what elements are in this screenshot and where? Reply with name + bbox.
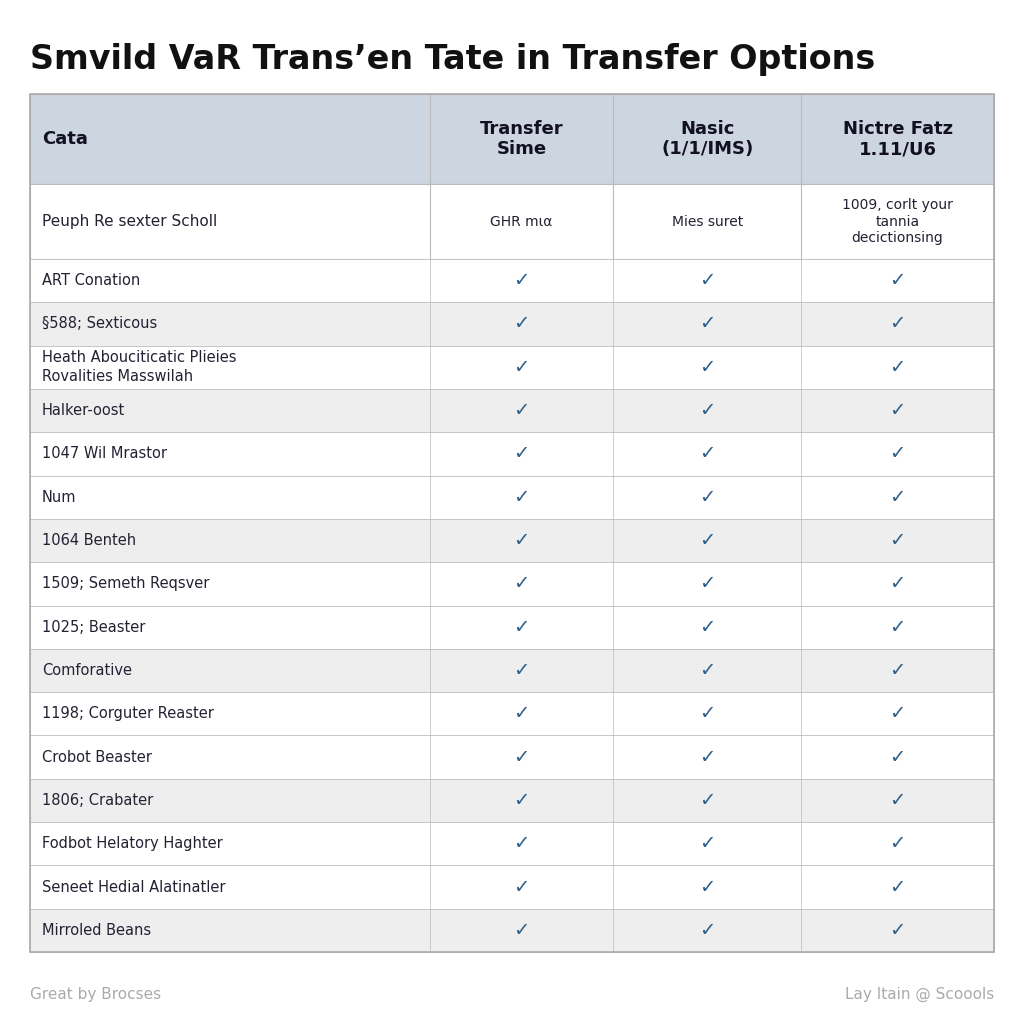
Text: Nasic
(1/1/IMS): Nasic (1/1/IMS) bbox=[662, 120, 754, 159]
Text: ✓: ✓ bbox=[890, 748, 906, 767]
Text: ✓: ✓ bbox=[513, 444, 529, 464]
Text: Comforative: Comforative bbox=[42, 663, 132, 678]
Text: Crobot Beaster: Crobot Beaster bbox=[42, 750, 152, 765]
Text: ✓: ✓ bbox=[890, 487, 906, 507]
Bar bbox=[30, 94, 994, 952]
Text: Great by Brocses: Great by Brocses bbox=[30, 986, 161, 1001]
Text: ✓: ✓ bbox=[513, 271, 529, 290]
Text: ✓: ✓ bbox=[513, 921, 529, 940]
Text: Transfer
Sime: Transfer Sime bbox=[480, 120, 563, 159]
Text: 1047 Wil Mrastor: 1047 Wil Mrastor bbox=[42, 446, 167, 462]
Bar bbox=[30, 346, 994, 389]
Text: ✓: ✓ bbox=[513, 401, 529, 420]
Text: ✓: ✓ bbox=[699, 791, 716, 810]
Text: GHR mια: GHR mια bbox=[490, 214, 553, 228]
Text: Mies suret: Mies suret bbox=[672, 214, 742, 228]
Text: ✓: ✓ bbox=[699, 271, 716, 290]
Text: ✓: ✓ bbox=[513, 835, 529, 853]
Bar bbox=[30, 519, 994, 562]
Text: ✓: ✓ bbox=[890, 705, 906, 723]
Bar bbox=[30, 778, 994, 822]
Text: ✓: ✓ bbox=[699, 835, 716, 853]
Text: Halker-oost: Halker-oost bbox=[42, 403, 125, 418]
Text: ✓: ✓ bbox=[699, 617, 716, 637]
Bar bbox=[30, 184, 994, 259]
Text: Lay Itain @ Scoools: Lay Itain @ Scoools bbox=[845, 986, 994, 1001]
Text: ✓: ✓ bbox=[513, 878, 529, 897]
Text: ✓: ✓ bbox=[699, 705, 716, 723]
Text: ✓: ✓ bbox=[513, 357, 529, 377]
Text: 1025; Beaster: 1025; Beaster bbox=[42, 620, 145, 635]
Text: ✓: ✓ bbox=[890, 791, 906, 810]
Text: ✓: ✓ bbox=[513, 617, 529, 637]
Text: ✓: ✓ bbox=[890, 574, 906, 593]
Text: ✓: ✓ bbox=[699, 401, 716, 420]
Text: 1064 Benteh: 1064 Benteh bbox=[42, 534, 136, 548]
Text: ✓: ✓ bbox=[890, 835, 906, 853]
Text: 1806; Crabater: 1806; Crabater bbox=[42, 793, 154, 808]
Text: Fodbot Helatory Haghter: Fodbot Helatory Haghter bbox=[42, 837, 223, 851]
Text: ✓: ✓ bbox=[699, 444, 716, 464]
Text: ✓: ✓ bbox=[513, 487, 529, 507]
Text: ✓: ✓ bbox=[890, 271, 906, 290]
Bar bbox=[30, 735, 994, 778]
Text: Cata: Cata bbox=[42, 130, 88, 148]
Text: ✓: ✓ bbox=[890, 401, 906, 420]
Text: ✓: ✓ bbox=[699, 878, 716, 897]
Bar bbox=[30, 302, 994, 346]
Bar bbox=[30, 649, 994, 692]
Text: ✓: ✓ bbox=[699, 921, 716, 940]
Text: ✓: ✓ bbox=[699, 531, 716, 550]
Bar bbox=[30, 389, 994, 432]
Text: 1009, corlt your
tannia
decictionsing: 1009, corlt your tannia decictionsing bbox=[842, 199, 953, 245]
Bar bbox=[30, 432, 994, 475]
Text: ✓: ✓ bbox=[890, 531, 906, 550]
Text: Seneet Hedial Alatinatler: Seneet Hedial Alatinatler bbox=[42, 880, 225, 895]
Text: Heath Abouciticatic Plieies
Rovalities Masswilah: Heath Abouciticatic Plieies Rovalities M… bbox=[42, 350, 237, 384]
Text: ✓: ✓ bbox=[513, 791, 529, 810]
Text: ✓: ✓ bbox=[513, 748, 529, 767]
Bar bbox=[30, 822, 994, 865]
Bar bbox=[30, 605, 994, 649]
Bar bbox=[30, 692, 994, 735]
Bar bbox=[30, 865, 994, 908]
Text: ✓: ✓ bbox=[699, 357, 716, 377]
Text: ✓: ✓ bbox=[890, 878, 906, 897]
Text: ✓: ✓ bbox=[699, 574, 716, 593]
Text: ✓: ✓ bbox=[513, 574, 529, 593]
Text: ✓: ✓ bbox=[890, 921, 906, 940]
Text: Smvild VaR Trans’en Tate in Transfer Options: Smvild VaR Trans’en Tate in Transfer Opt… bbox=[30, 43, 876, 76]
Bar bbox=[30, 562, 994, 605]
Bar bbox=[30, 908, 994, 952]
Text: ART Conation: ART Conation bbox=[42, 273, 140, 288]
Text: ✓: ✓ bbox=[513, 531, 529, 550]
Text: ✓: ✓ bbox=[890, 357, 906, 377]
Text: ✓: ✓ bbox=[699, 660, 716, 680]
Text: Peuph Re sexter Scholl: Peuph Re sexter Scholl bbox=[42, 214, 217, 229]
Text: Num: Num bbox=[42, 489, 77, 505]
Text: Mirroled Beans: Mirroled Beans bbox=[42, 923, 152, 938]
Text: ✓: ✓ bbox=[699, 748, 716, 767]
Text: 1198; Corguter Reaster: 1198; Corguter Reaster bbox=[42, 707, 214, 721]
Text: ✓: ✓ bbox=[890, 314, 906, 334]
Bar bbox=[30, 475, 994, 519]
Text: ✓: ✓ bbox=[513, 660, 529, 680]
Bar bbox=[30, 94, 994, 184]
Text: ✓: ✓ bbox=[890, 444, 906, 464]
Text: ✓: ✓ bbox=[890, 660, 906, 680]
Text: ✓: ✓ bbox=[513, 314, 529, 334]
Text: ✓: ✓ bbox=[513, 705, 529, 723]
Text: 1509; Semeth Reqsver: 1509; Semeth Reqsver bbox=[42, 577, 209, 591]
Bar bbox=[30, 259, 994, 302]
Text: ✓: ✓ bbox=[699, 487, 716, 507]
Text: ✓: ✓ bbox=[890, 617, 906, 637]
Text: ✓: ✓ bbox=[699, 314, 716, 334]
Text: Nictre Fatz
1.11/U6: Nictre Fatz 1.11/U6 bbox=[843, 120, 952, 159]
Text: §588; Sexticous: §588; Sexticous bbox=[42, 316, 158, 332]
